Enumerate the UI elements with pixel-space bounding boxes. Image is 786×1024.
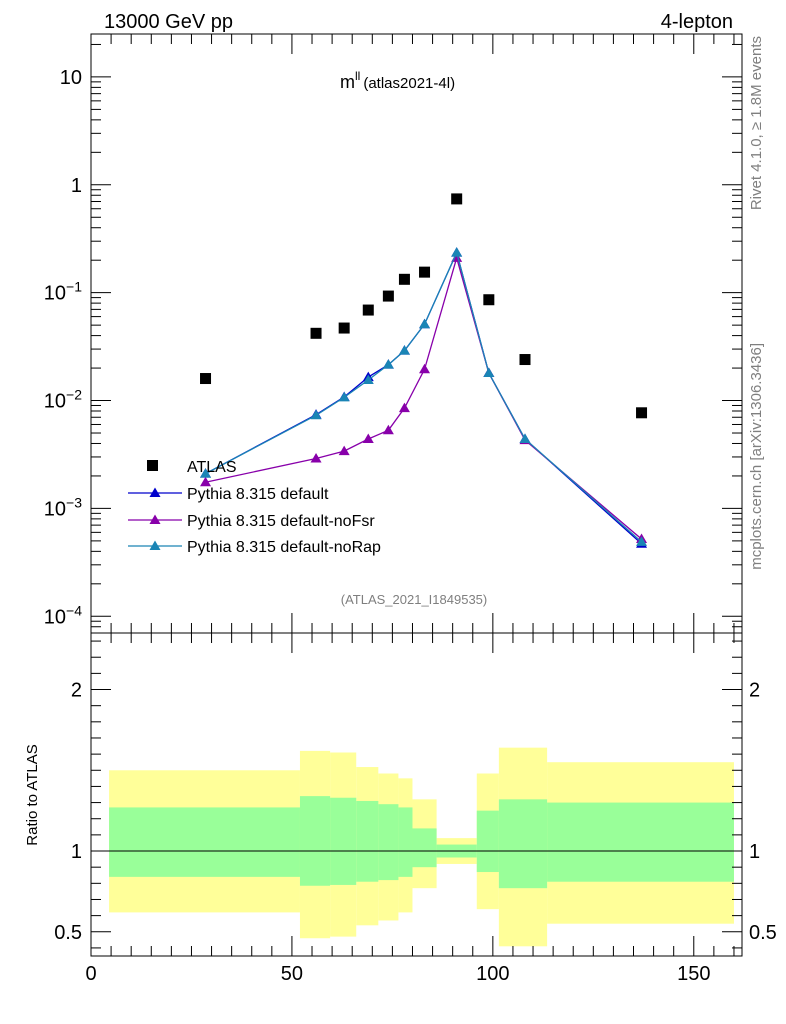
- x-tick-label: 150: [677, 963, 710, 985]
- x-axis: 0 50 100 150: [85, 34, 735, 985]
- x-tick-label: 0: [85, 963, 96, 985]
- ratio-uncertainty-bands: [109, 747, 734, 947]
- main-y-tick-label: 10−3: [44, 494, 82, 520]
- atlas-data-point: [362, 304, 374, 316]
- series-marker: [310, 409, 322, 420]
- legend-label-norap: Pythia 8.315 default-noRap: [187, 539, 381, 556]
- atlas-data-point: [382, 290, 394, 302]
- energy-label: 13000 GeV pp: [104, 11, 233, 33]
- ratio-band-inner: [547, 802, 734, 882]
- ratio-band-inner: [398, 807, 413, 877]
- atlas-data-point: [519, 354, 531, 366]
- ratio-y-tick-label-right: 2: [749, 680, 760, 702]
- series-marker: [382, 359, 394, 369]
- atlas-data-point: [200, 373, 212, 385]
- series-marker: [398, 345, 410, 355]
- series-marker: [338, 445, 350, 456]
- series-marker: [200, 468, 212, 478]
- rivet-label: Rivet 4.1.0, ≥ 1.8M events: [748, 36, 765, 210]
- mc-series: [200, 247, 648, 548]
- plot-title: mll (atlas2021-4l): [340, 69, 455, 92]
- series-marker: [636, 536, 648, 546]
- ratio-band-inner: [476, 810, 499, 873]
- series-marker: [382, 424, 394, 435]
- series-marker: [310, 453, 322, 463]
- ratio-band-inner: [330, 797, 357, 885]
- atlas-data-point: [398, 273, 410, 285]
- process-label: 4-lepton: [661, 11, 733, 33]
- legend: ATLAS Pythia 8.315 default Pythia 8.315 …: [128, 459, 381, 556]
- series-marker: [419, 363, 431, 374]
- ratio-band-inner: [356, 800, 379, 882]
- ratio-band-inner: [109, 807, 300, 877]
- ratio-y-tick-label-left: 0.5: [54, 922, 82, 944]
- main-y-tick-label: 10−2: [44, 387, 82, 413]
- series-marker: [362, 374, 374, 385]
- series-marker: [483, 367, 495, 378]
- legend-label-atlas: ATLAS: [187, 459, 237, 476]
- main-y-axis: 10 1 10−1 10−2 10−3 10−4: [44, 43, 742, 634]
- x-tick-label: 100: [476, 963, 509, 985]
- series-marker: [398, 402, 410, 413]
- main-y-tick-label: 10−4: [44, 602, 82, 628]
- ratio-band-inner: [378, 804, 399, 881]
- ratio-y-tick-label-left: 1: [71, 841, 82, 863]
- legend-label-default: Pythia 8.315 default: [187, 486, 329, 503]
- ratio-y-tick-label-right: 0.5: [749, 922, 777, 944]
- atlas-data-point: [310, 327, 322, 339]
- ratio-band-inner: [299, 796, 331, 886]
- atlas-data-point: [483, 294, 495, 306]
- series-marker: [419, 318, 431, 329]
- series-marker: [362, 433, 374, 444]
- atlas-data-points: [200, 193, 648, 419]
- legend-label-nofsr: Pythia 8.315 default-noFsr: [187, 513, 375, 530]
- ratio-band-inner: [498, 799, 548, 889]
- ratio-y-tick-label-left: 2: [71, 680, 82, 702]
- series-marker: [519, 433, 531, 444]
- mcplots-label: mcplots.cern.ch [arXiv:1306.3436]: [748, 343, 765, 570]
- main-y-tick-label: 1: [71, 175, 82, 197]
- series-marker: [200, 476, 212, 487]
- legend-marker-nofsr: [149, 514, 161, 524]
- ratio-plot-frame: [90, 632, 743, 957]
- x-tick-label: 50: [281, 963, 303, 985]
- legend-marker-atlas: [147, 460, 158, 471]
- atlas-data-point: [636, 407, 648, 419]
- analysis-watermark: (ATLAS_2021_I1849535): [341, 592, 487, 607]
- ratio-y-axis: 2 2 1 1 0.5 0.5: [54, 640, 777, 949]
- series-marker: [338, 391, 350, 402]
- atlas-data-point: [338, 322, 350, 334]
- main-y-tick-label: 10−1: [44, 279, 82, 305]
- ratio-y-axis-label: Ratio to ATLAS: [24, 744, 41, 845]
- legend-marker-norap: [149, 540, 161, 550]
- ratio-band-inner: [412, 828, 437, 868]
- atlas-data-point: [419, 266, 431, 278]
- ratio-y-tick-label-right: 1: [749, 841, 760, 863]
- atlas-data-point: [451, 193, 463, 205]
- series-marker: [451, 247, 463, 257]
- main-y-tick-label: 10: [60, 67, 82, 89]
- legend-marker-default: [149, 487, 161, 497]
